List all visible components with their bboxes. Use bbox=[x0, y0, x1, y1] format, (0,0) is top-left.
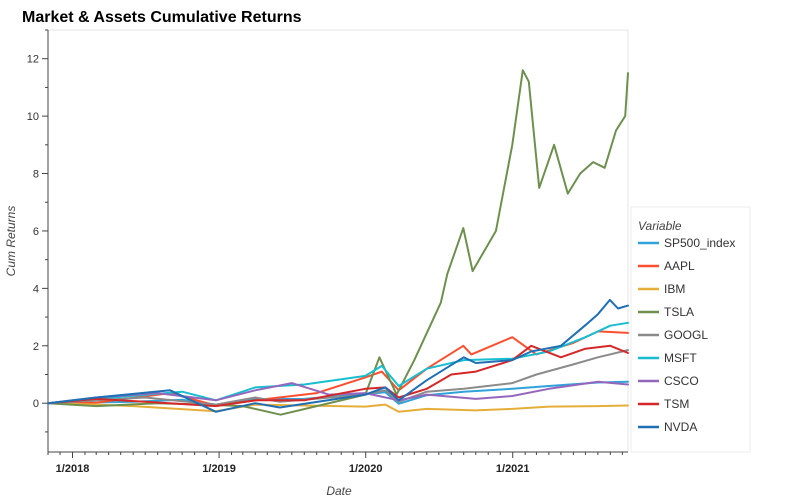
legend-label: IBM bbox=[664, 282, 685, 296]
legend-item: AAPL bbox=[638, 259, 695, 273]
series-line-googl bbox=[47, 349, 629, 406]
legend-item: NVDA bbox=[638, 420, 697, 434]
legend-label: TSM bbox=[664, 397, 689, 411]
legend-item: GOOGL bbox=[638, 328, 708, 342]
y-tick-label: 8 bbox=[33, 169, 39, 181]
x-tick-label: 1/2020 bbox=[349, 463, 383, 475]
legend-title: Variable bbox=[638, 219, 682, 233]
y-tick-label: 2 bbox=[33, 341, 39, 353]
legend-items: SP500_index AAPL IBM TSLA GOOGL MSFT CSCO TSM NV… bbox=[638, 236, 735, 434]
x-axis: 1/2018 1/2019 1/2020 1/2021 bbox=[47, 451, 628, 475]
y-axis: 0 2 4 6 8 10 12 bbox=[27, 29, 49, 452]
chart-title: Market & Assets Cumulative Returns bbox=[22, 9, 302, 26]
legend-item: SP500_index bbox=[638, 236, 735, 250]
x-tick-label: 1/2021 bbox=[496, 463, 530, 475]
series-line-tsla bbox=[47, 69, 629, 416]
legend-label: GOOGL bbox=[664, 328, 708, 342]
y-tick-label: 10 bbox=[27, 111, 39, 123]
series-line-csco bbox=[47, 380, 629, 405]
legend-label: CSCO bbox=[664, 374, 699, 388]
series-layer bbox=[47, 69, 629, 416]
series-line-ibm bbox=[47, 402, 629, 413]
y-tick-label: 6 bbox=[33, 226, 39, 238]
legend-item: MSFT bbox=[638, 351, 697, 365]
series-line-nvda bbox=[47, 298, 629, 413]
legend-item: IBM bbox=[638, 282, 685, 296]
legend-label: TSLA bbox=[664, 305, 694, 319]
x-tick-label: 1/2019 bbox=[202, 463, 236, 475]
x-tick-label: 1/2018 bbox=[56, 463, 90, 475]
x-axis-title: Date bbox=[326, 484, 352, 498]
legend-item: TSLA bbox=[638, 305, 694, 319]
legend-label: SP500_index bbox=[664, 236, 735, 250]
y-axis-title: Cum Returns bbox=[4, 206, 18, 277]
series-line-msft bbox=[47, 321, 629, 405]
legend-label: NVDA bbox=[664, 420, 697, 434]
y-tick-label: 0 bbox=[33, 398, 39, 410]
legend-frame bbox=[630, 206, 751, 453]
legend-item: TSM bbox=[638, 397, 689, 411]
plot-frame bbox=[47, 29, 629, 453]
legend-item: CSCO bbox=[638, 374, 699, 388]
y-tick-label: 4 bbox=[33, 283, 39, 295]
legend-label: AAPL bbox=[664, 259, 695, 273]
legend: Variable SP500_index AAPL IBM TSLA GOOGL MSFT… bbox=[630, 206, 751, 453]
y-tick-label: 12 bbox=[27, 54, 39, 66]
legend-label: MSFT bbox=[664, 351, 697, 365]
